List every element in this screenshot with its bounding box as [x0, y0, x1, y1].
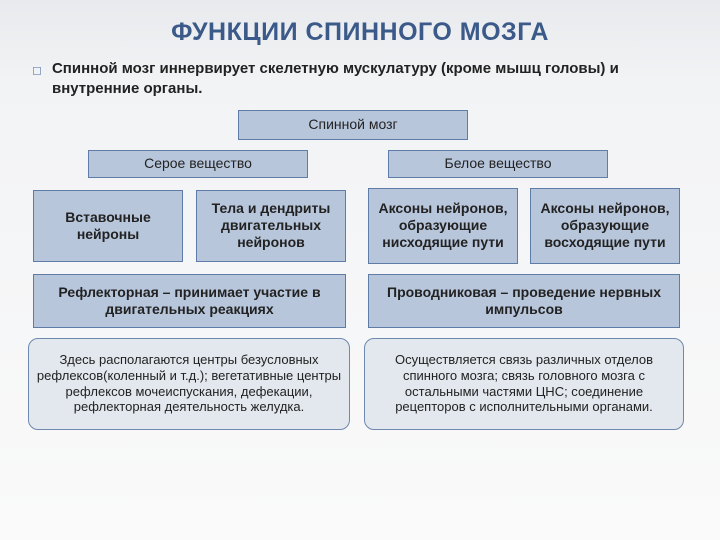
node-note-gray: Здесь располагаются центры безусловных р… — [28, 338, 350, 430]
intro-row: ◻ Спинной мозг иннервирует скелетную мус… — [28, 59, 692, 100]
node-func-gray: Рефлекторная – принимает участие в двига… — [33, 274, 346, 328]
node-white: Белое вещество — [388, 150, 608, 178]
node-gray-child-2: Тела и дендриты двигательных нейронов — [196, 190, 346, 262]
node-note-white: Осуществляется связь различных отделов с… — [364, 338, 684, 430]
node-gray-child-1: Вставочные нейроны — [33, 190, 183, 262]
bullet-icon: ◻ — [32, 61, 42, 79]
intro-text: Спинной мозг иннервирует скелетную муску… — [52, 59, 692, 100]
node-root: Спинной мозг — [238, 110, 468, 140]
node-func-white: Проводниковая – проведение нервных импул… — [368, 274, 680, 328]
node-white-child-1: Аксоны нейронов, образующие нисходящие п… — [368, 188, 518, 264]
page-title: ФУНКЦИИ СПИННОГО МОЗГА — [28, 18, 692, 47]
node-white-child-2: Аксоны нейронов, образующие восходящие п… — [530, 188, 680, 264]
node-gray: Серое вещество — [88, 150, 308, 178]
